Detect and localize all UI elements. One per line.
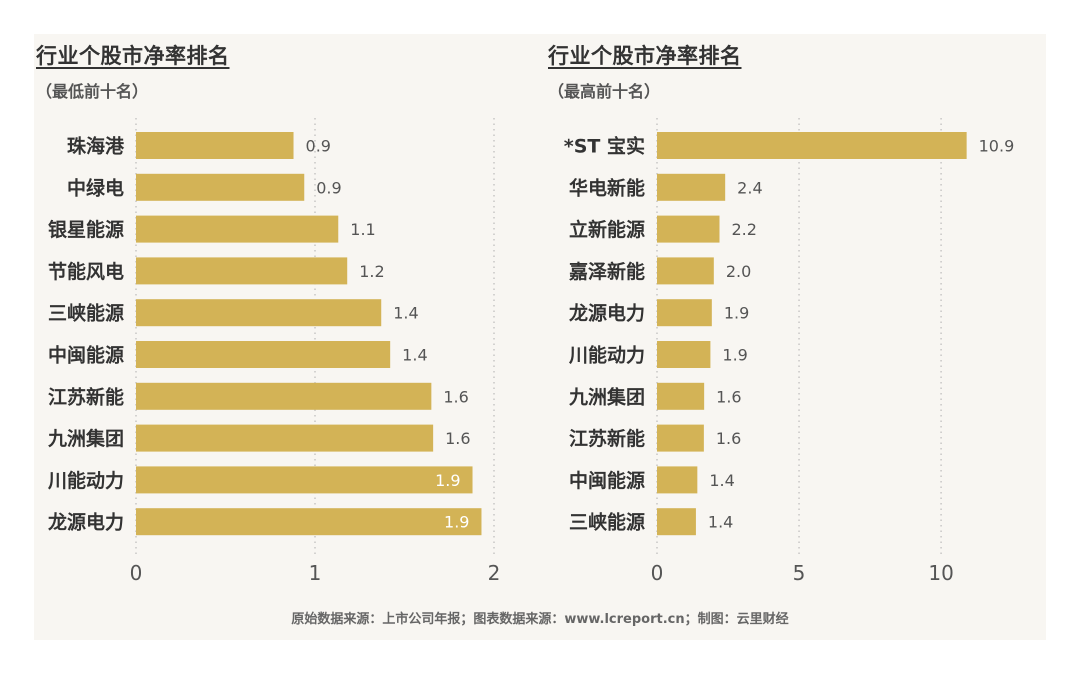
category-label-4: 龙源电力 bbox=[569, 302, 645, 325]
category-label-6: 江苏新能 bbox=[48, 385, 124, 408]
category-label-2: 立新能源 bbox=[569, 218, 645, 241]
left-chart-title: 行业个股市净率排名 bbox=[36, 44, 230, 68]
category-label-6: 九洲集团 bbox=[568, 385, 645, 408]
value-label-3: 1.2 bbox=[359, 262, 384, 281]
x-tick-label-2: 10 bbox=[928, 561, 953, 585]
left-chart-subtitle: （最低前十名） bbox=[36, 82, 149, 101]
bar-8 bbox=[657, 466, 698, 494]
category-label-2: 银星能源 bbox=[48, 218, 124, 241]
value-label-4: 1.4 bbox=[393, 304, 418, 323]
bar-7 bbox=[136, 424, 434, 452]
value-label-5: 1.4 bbox=[402, 346, 427, 365]
category-label-9: 龙源电力 bbox=[48, 511, 124, 534]
value-label-9: 1.9 bbox=[444, 513, 469, 532]
category-label-3: 节能风电 bbox=[48, 260, 124, 283]
value-label-6: 1.6 bbox=[716, 387, 741, 406]
category-label-1: 中绿电 bbox=[67, 176, 124, 199]
category-label-5: 川能动力 bbox=[568, 344, 645, 367]
value-label-0: 0.9 bbox=[306, 137, 331, 156]
category-label-3: 嘉泽新能 bbox=[568, 260, 645, 283]
category-label-7: 九洲集团 bbox=[47, 427, 124, 450]
category-label-5: 中闽能源 bbox=[48, 344, 124, 367]
category-label-0: 珠海港 bbox=[67, 135, 125, 158]
value-label-1: 0.9 bbox=[316, 178, 341, 197]
bar-6 bbox=[657, 382, 705, 410]
source-note: 原始数据来源：上市公司年报；图表数据来源：www.lcreport.cn；制图：… bbox=[291, 612, 789, 627]
value-label-0: 10.9 bbox=[979, 137, 1015, 156]
value-label-4: 1.9 bbox=[724, 304, 749, 323]
bar-8 bbox=[136, 466, 473, 494]
bar-6 bbox=[136, 382, 432, 410]
value-label-1: 2.4 bbox=[737, 178, 762, 197]
bar-1 bbox=[657, 173, 726, 201]
value-label-8: 1.9 bbox=[435, 471, 460, 490]
x-tick-label-2: 2 bbox=[488, 561, 501, 585]
category-label-4: 三峡能源 bbox=[48, 302, 124, 325]
value-label-3: 2.0 bbox=[726, 262, 751, 281]
bar-7 bbox=[657, 424, 704, 452]
bar-4 bbox=[136, 299, 382, 327]
value-label-6: 1.6 bbox=[443, 387, 468, 406]
bar-9 bbox=[136, 508, 482, 536]
category-label-0: *ST 宝实 bbox=[564, 135, 645, 158]
right-chart-title: 行业个股市净率排名 bbox=[548, 44, 742, 68]
bar-0 bbox=[136, 132, 294, 159]
value-label-9: 1.4 bbox=[708, 513, 733, 532]
x-tick-label-0: 0 bbox=[651, 561, 664, 585]
category-label-7: 江苏新能 bbox=[569, 427, 645, 450]
bar-5 bbox=[657, 341, 711, 368]
value-label-8: 1.4 bbox=[709, 471, 734, 490]
category-label-1: 华电新能 bbox=[569, 176, 645, 199]
bar-3 bbox=[136, 257, 348, 285]
x-tick-label-1: 1 bbox=[309, 561, 322, 585]
bar-3 bbox=[657, 257, 714, 285]
bar-0 bbox=[657, 132, 967, 159]
x-tick-label-0: 0 bbox=[130, 561, 143, 585]
bar-2 bbox=[657, 215, 720, 243]
value-label-7: 1.6 bbox=[716, 429, 741, 448]
value-label-5: 1.9 bbox=[722, 346, 747, 365]
category-label-8: 川能动力 bbox=[47, 469, 124, 492]
value-label-2: 1.1 bbox=[350, 220, 375, 239]
bar-9 bbox=[657, 508, 696, 536]
x-tick-label-1: 5 bbox=[793, 561, 806, 585]
right-chart-subtitle: （最高前十名） bbox=[548, 82, 661, 101]
bar-2 bbox=[136, 215, 339, 243]
value-label-7: 1.6 bbox=[445, 429, 470, 448]
category-label-9: 三峡能源 bbox=[569, 511, 645, 534]
bar-4 bbox=[657, 299, 712, 327]
bar-5 bbox=[136, 341, 391, 368]
value-label-2: 2.2 bbox=[731, 220, 756, 239]
category-label-8: 中闽能源 bbox=[569, 469, 645, 492]
bar-1 bbox=[136, 173, 305, 201]
